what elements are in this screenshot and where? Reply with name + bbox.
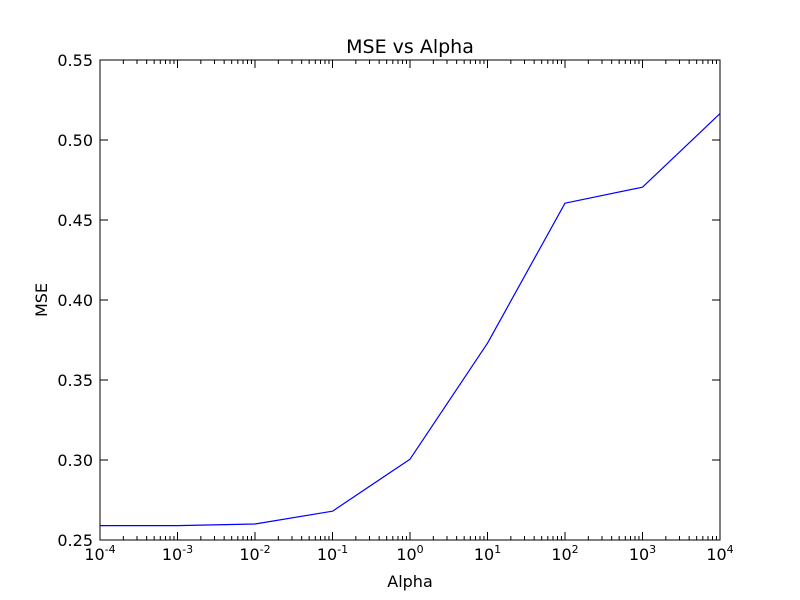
x-tick-label: 10-1	[317, 543, 348, 564]
x-tick-label-base: 10	[629, 545, 649, 564]
x-tick-label-exponent: 3	[649, 543, 656, 556]
x-tick-label-base: 10	[239, 545, 259, 564]
x-tick-label: 100	[396, 543, 423, 564]
plot-area	[99, 59, 721, 541]
x-tick-label-base: 10	[706, 545, 726, 564]
y-tick-label: 0.45	[57, 211, 93, 230]
x-tick-label-exponent: -4	[105, 543, 116, 556]
y-tick-label: 0.25	[57, 531, 93, 550]
y-tick-label: 0.35	[57, 371, 93, 390]
x-tick-label-exponent: -1	[337, 543, 348, 556]
x-tick-label: 10-3	[162, 543, 193, 564]
x-tick-label-exponent: 4	[727, 543, 734, 556]
series-line	[100, 113, 721, 527]
x-axis-title: Alpha	[387, 572, 433, 591]
y-axis-title: MSE	[32, 283, 51, 317]
x-tick-label-exponent: 1	[494, 543, 501, 556]
x-tick-label: 10-4	[84, 543, 115, 564]
y-tick-label: 0.40	[57, 291, 93, 310]
x-tick-label-base: 10	[162, 545, 182, 564]
y-axis: 0.25 0.30 0.35 0.40 0.45 0.50 0.55	[57, 51, 720, 550]
x-tick-label: 103	[629, 543, 656, 564]
x-tick-label-base: 10	[551, 545, 571, 564]
x-tick-label-exponent: 2	[572, 543, 579, 556]
plot-frame	[99, 59, 721, 541]
x-tick-label: 104	[706, 543, 733, 564]
x-tick-label-exponent: -3	[182, 543, 193, 556]
x-axis: 10-4 10-3 10-2 10-1 100 101 102 103 104	[84, 60, 734, 564]
x-tick-label-base: 10	[474, 545, 494, 564]
x-tick-label-base: 10	[84, 545, 104, 564]
series-layer	[100, 113, 721, 527]
x-tick-label: 102	[551, 543, 578, 564]
chart-title: MSE vs Alpha	[346, 36, 474, 58]
y-tick-label: 0.50	[57, 131, 93, 150]
x-tick-label-base: 10	[396, 545, 416, 564]
x-tick-label-exponent: 0	[417, 543, 424, 556]
x-tick-label-base: 10	[317, 545, 337, 564]
x-tick-label-exponent: -2	[260, 543, 271, 556]
x-tick-label: 10-2	[239, 543, 270, 564]
x-tick-label: 101	[474, 543, 501, 564]
y-tick-label: 0.30	[57, 451, 93, 470]
y-tick-label: 0.55	[57, 51, 93, 70]
